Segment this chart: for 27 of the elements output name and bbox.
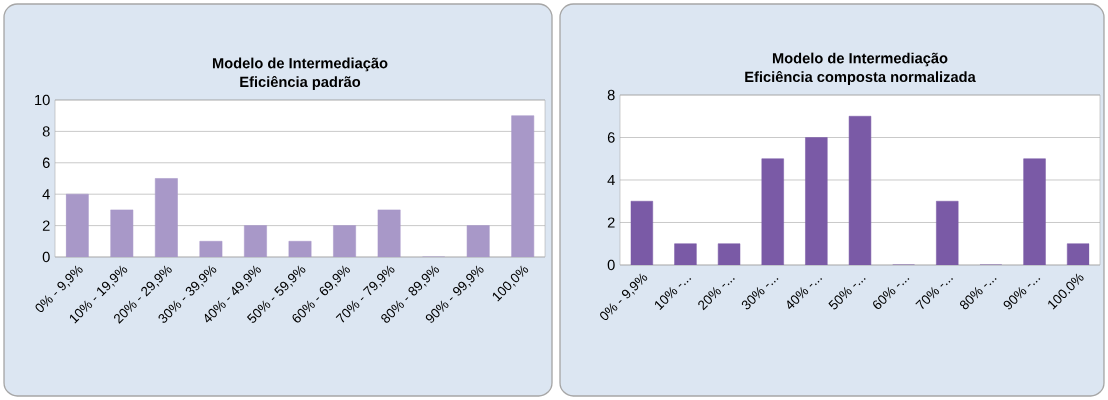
y-tick-label: 0 [607, 259, 615, 271]
y-tick-label: 4 [607, 174, 615, 186]
bar [805, 137, 828, 265]
chart-subtitle: Eficiência padrão [240, 75, 361, 90]
x-tick-label: 40% -... [787, 278, 823, 310]
bar [848, 115, 872, 265]
y-tick-label: 10 [35, 94, 50, 106]
bar [674, 243, 697, 265]
y-tick-label: 2 [607, 217, 615, 228]
bar [936, 200, 959, 265]
bar [630, 200, 653, 265]
y-tick-label: 0 [42, 251, 50, 263]
y-tick-label: 6 [42, 157, 50, 168]
y-tick-label: 6 [607, 132, 615, 143]
chart-title: Modelo de Intermediação [212, 57, 388, 72]
bar [717, 243, 741, 265]
y-tick-label: 8 [607, 89, 615, 101]
y-tick-label: 2 [42, 220, 50, 231]
y-tick-label: 8 [42, 126, 50, 137]
chart-subtitle: Eficiência composta normalizada [745, 70, 976, 85]
y-tick-label: 4 [42, 189, 50, 200]
chart-title: Modelo de Intermediação [772, 52, 948, 67]
x-tick-label: 60% -... [873, 278, 910, 309]
bar [1066, 243, 1090, 265]
bar [761, 158, 784, 265]
bar [1023, 158, 1046, 265]
x-tick-label: 70% -... [915, 278, 953, 310]
